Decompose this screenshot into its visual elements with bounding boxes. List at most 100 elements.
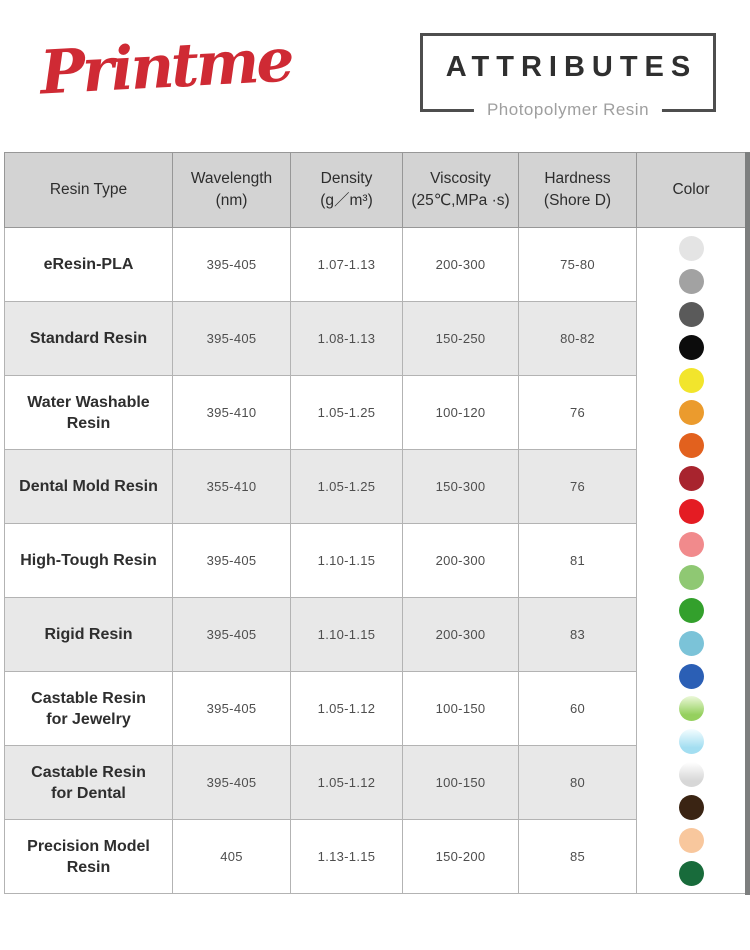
- color-swatch-list: [676, 236, 706, 886]
- cell-resin-type: Dental Mold Resin: [4, 449, 173, 524]
- table-header: Resin Type Wavelength (nm) Density (g／m³…: [4, 152, 746, 228]
- cell-density: 1.05-1.25: [290, 375, 403, 450]
- attributes-subtitle: Photopolymer Resin: [473, 100, 663, 120]
- column-label: Resin Type: [49, 181, 128, 198]
- cell-density: 1.13-1.15: [290, 819, 403, 894]
- cell-hardness: 75-80: [518, 227, 637, 302]
- attributes-badge: ATTRIBUTES Photopolymer Resin: [420, 33, 716, 120]
- color-swatch-dark-green: [678, 860, 704, 886]
- cell-density: 1.07-1.13: [290, 227, 403, 302]
- cell-density: 1.08-1.13: [290, 301, 403, 376]
- color-swatch-amber-orange: [678, 400, 704, 426]
- cell-viscosity: 150-200: [402, 819, 519, 894]
- cell-hardness: 81: [518, 523, 637, 598]
- column-label: Viscosity: [430, 170, 491, 187]
- cell-viscosity: 200-300: [402, 227, 519, 302]
- column-header-resin-type: Resin Type: [4, 152, 173, 228]
- table-row: Water Washable Resin 395-410 1.05-1.25 100-…: [4, 375, 746, 450]
- cell-resin-type: Standard Resin: [4, 301, 173, 376]
- table-row: Rigid Resin 395-405 1.10-1.15 200-300 83: [4, 597, 746, 672]
- color-swatch-dark-red: [678, 466, 704, 492]
- cell-viscosity: 150-300: [402, 449, 519, 524]
- color-swatch-light-green: [678, 564, 704, 590]
- cell-wavelength: 395-405: [172, 597, 291, 672]
- cell-density: 1.05-1.25: [290, 449, 403, 524]
- resin-table: Resin Type Wavelength (nm) Density (g／m³…: [4, 152, 746, 894]
- column-sublabel: (nm): [215, 192, 248, 209]
- cell-density: 1.05-1.12: [290, 671, 403, 746]
- table-row: Standard Resin 395-405 1.08-1.13 150-250 80-…: [4, 301, 746, 376]
- cell-hardness: 80: [518, 745, 637, 820]
- cell-wavelength: 395-410: [172, 375, 291, 450]
- cell-resin-type: Castable Resin for Dental: [4, 745, 173, 820]
- color-swatch-peach: [678, 828, 704, 854]
- color-swatch-blue: [678, 663, 704, 689]
- table-row: Dental Mold Resin 355-410 1.05-1.25 150-300…: [4, 449, 746, 524]
- cell-wavelength: 395-405: [172, 523, 291, 598]
- attributes-title: ATTRIBUTES: [445, 51, 698, 83]
- cell-density: 1.10-1.15: [290, 597, 403, 672]
- color-swatch-gray: [678, 268, 704, 294]
- cell-hardness: 80-82: [518, 301, 637, 376]
- color-swatch-yellow: [678, 367, 704, 393]
- cell-resin-type: High-Tough Resin: [4, 523, 173, 598]
- cell-viscosity: 200-300: [402, 523, 519, 598]
- column-sublabel: (g／m³): [320, 192, 373, 209]
- cell-hardness: 76: [518, 375, 637, 450]
- cell-density: 1.10-1.15: [290, 523, 403, 598]
- color-swatch-glossy-lime: [678, 696, 704, 722]
- column-header-viscosity: Viscosity (25℃,MPa ·s): [402, 152, 519, 228]
- cell-hardness: 60: [518, 671, 637, 746]
- column-label: Wavelength: [190, 170, 273, 187]
- cell-resin-type: Water Washable Resin: [4, 375, 173, 450]
- cell-resin-type: Rigid Resin: [4, 597, 173, 672]
- color-swatch-red: [678, 499, 704, 525]
- cell-wavelength: 355-410: [172, 449, 291, 524]
- cell-viscosity: 100-120: [402, 375, 519, 450]
- cell-wavelength: 405: [172, 819, 291, 894]
- cell-wavelength: 395-405: [172, 671, 291, 746]
- table-right-edge-strip: [745, 152, 750, 895]
- color-swatch-green: [678, 597, 704, 623]
- column-label: Hardness: [544, 170, 611, 187]
- resin-attributes-table: Resin Type Wavelength (nm) Density (g／m³…: [4, 152, 746, 894]
- cell-resin-type: Precision Model Resin: [4, 819, 173, 894]
- column-label: Density: [320, 170, 373, 187]
- column-header-density: Density (g／m³): [290, 152, 403, 228]
- column-sublabel: (Shore D): [543, 192, 612, 209]
- table-row: High-Tough Resin 395-405 1.10-1.15 200-300 8…: [4, 523, 746, 598]
- table-body: eResin-PLA 395-405 1.07-1.13 200-300 75-80 St…: [4, 227, 746, 894]
- cell-viscosity: 150-250: [402, 301, 519, 376]
- cell-hardness: 76: [518, 449, 637, 524]
- cell-resin-type: eResin-PLA: [4, 227, 173, 302]
- table-row: Precision Model Resin 405 1.13-1.15 150-200…: [4, 819, 746, 894]
- cell-hardness: 83: [518, 597, 637, 672]
- column-header-hardness: Hardness (Shore D): [518, 152, 637, 228]
- color-swatch-glossy-aqua: [678, 729, 704, 755]
- color-swatch-dark-gray: [678, 301, 704, 327]
- table-row: Castable Resin for Dental 395-405 1.05-1.1…: [4, 745, 746, 820]
- cell-viscosity: 100-150: [402, 671, 519, 746]
- column-label: Color: [672, 181, 710, 198]
- color-swatch-column: [636, 227, 746, 894]
- color-swatch-dark-brown: [678, 795, 704, 821]
- color-swatch-sky-blue: [678, 630, 704, 656]
- cell-density: 1.05-1.12: [290, 745, 403, 820]
- cell-viscosity: 200-300: [402, 597, 519, 672]
- color-swatch-pink: [678, 532, 704, 558]
- cell-wavelength: 395-405: [172, 745, 291, 820]
- color-swatch-glossy-white: [678, 762, 704, 788]
- column-sublabel: (25℃,MPa ·s): [411, 192, 510, 209]
- column-header-color: Color: [636, 152, 746, 228]
- table-header-row: Resin Type Wavelength (nm) Density (g／m³…: [4, 152, 746, 228]
- cell-hardness: 85: [518, 819, 637, 894]
- color-swatch-black: [678, 334, 704, 360]
- cell-wavelength: 395-405: [172, 227, 291, 302]
- color-swatch-orange: [678, 433, 704, 459]
- column-header-wavelength: Wavelength (nm): [172, 152, 291, 228]
- cell-resin-type: Castable Resin for Jewelry: [4, 671, 173, 746]
- table-row: eResin-PLA 395-405 1.07-1.13 200-300 75-80: [4, 227, 746, 894]
- color-swatch-light-gray: [678, 236, 704, 261]
- table-row: Castable Resin for Jewelry 395-405 1.05-1.…: [4, 671, 746, 746]
- brand-logo: Printme: [38, 25, 294, 109]
